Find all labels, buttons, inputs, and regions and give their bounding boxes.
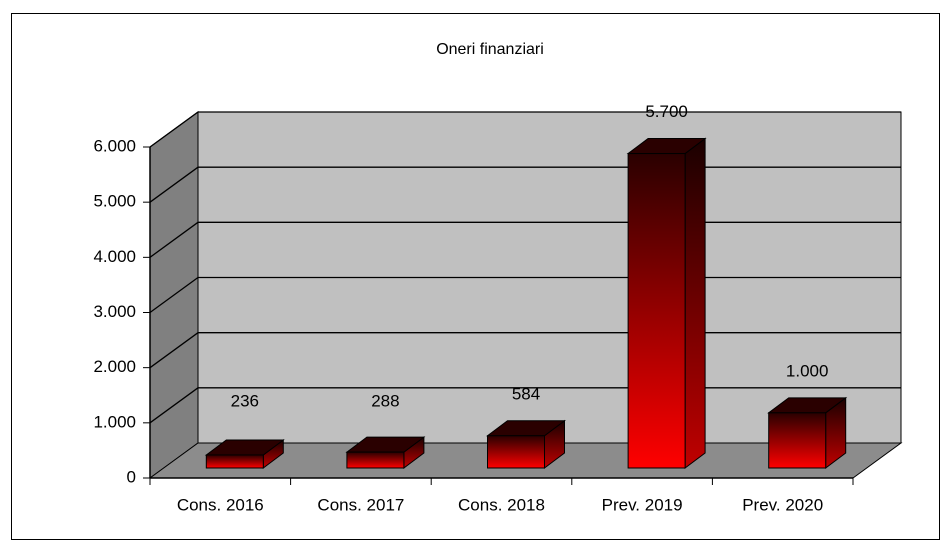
x-tick-label: Prev. 2019 xyxy=(602,495,683,514)
grid-line xyxy=(149,111,901,148)
y-tick-label: 4.000 xyxy=(93,247,136,266)
y-tick-label: 3.000 xyxy=(93,302,136,321)
bar xyxy=(487,435,545,469)
bar-side xyxy=(684,137,706,469)
bar xyxy=(627,153,686,469)
y-tick-label: 2.000 xyxy=(93,357,136,376)
data-label: 5.700 xyxy=(645,102,688,121)
bar xyxy=(346,451,405,469)
bar xyxy=(205,454,264,469)
y-tick-label: 5.000 xyxy=(93,192,136,211)
x-tick-label: Cons. 2016 xyxy=(177,495,264,514)
x-tick-label: Cons. 2017 xyxy=(317,495,404,514)
data-label: 236 xyxy=(231,391,259,410)
data-label: 1.000 xyxy=(786,361,829,380)
y-tick-label: 6.000 xyxy=(93,136,136,155)
x-tick-label: Cons. 2018 xyxy=(458,495,545,514)
data-label: 288 xyxy=(371,391,399,410)
data-label: 584 xyxy=(512,384,540,403)
y-tick-label: 1.000 xyxy=(93,412,136,431)
bar xyxy=(768,412,827,469)
chart-title: Oneri finanziari xyxy=(436,41,544,58)
y-tick-label: 0 xyxy=(127,467,136,486)
x-tick-label: Prev. 2020 xyxy=(742,495,823,514)
